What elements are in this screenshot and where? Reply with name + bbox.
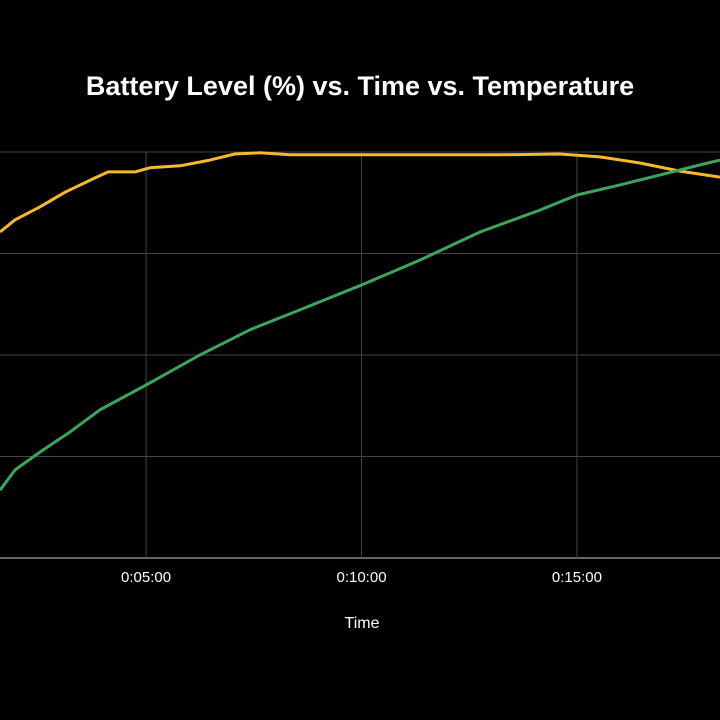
x-tick-label: 0:15:00 (552, 569, 602, 586)
data-line (0, 158, 720, 492)
x-tick-label: 0:10:00 (336, 569, 386, 586)
x-tick-label: 0:05:00 (121, 569, 171, 586)
chart-title: Battery Level (%) vs. Time vs. Temperatu… (86, 71, 634, 101)
x-axis-title: Time (345, 615, 380, 632)
data-line (0, 151, 720, 234)
